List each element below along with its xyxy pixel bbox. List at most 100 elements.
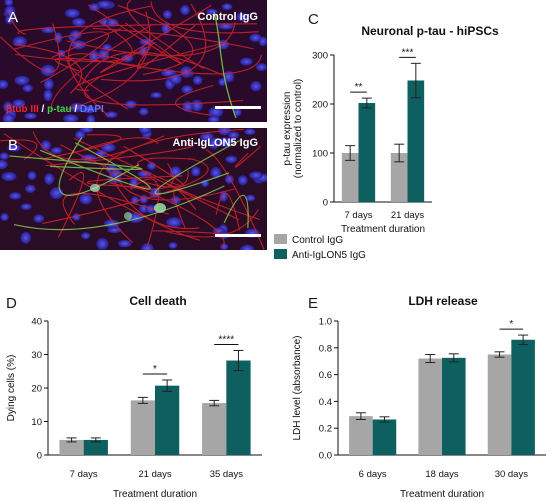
y-tick-label: 200: [312, 100, 328, 111]
neurite: [126, 0, 205, 70]
bar-anti-iglon5-igg: [511, 339, 535, 455]
x-tick-label: 30 days: [495, 469, 529, 480]
legend-label: Control IgG: [292, 235, 343, 246]
nucleus: [225, 155, 238, 164]
bar-control-igg: [418, 358, 442, 455]
nucleus: [168, 242, 178, 249]
micrograph-b: B Anti-IgLON5 IgG: [0, 128, 267, 250]
bar-control-igg: [390, 153, 408, 202]
nucleus: [43, 78, 54, 90]
nucleus: [63, 114, 79, 122]
nucleus: [5, 14, 14, 25]
x-tick-label: 21 days: [138, 469, 172, 480]
x-axis-label: Treatment duration: [341, 224, 425, 235]
nucleus: [245, 194, 256, 202]
neurite: [57, 172, 85, 238]
bar-anti-iglon5-igg: [226, 360, 251, 455]
nucleus: [107, 227, 122, 234]
neurite: [75, 43, 219, 91]
neurite: [74, 137, 185, 187]
bar-control-igg: [59, 439, 84, 455]
x-tick-label: 6 days: [359, 469, 387, 480]
nucleus: [169, 73, 182, 85]
nucleus: [4, 0, 14, 6]
nucleus: [103, 219, 120, 229]
stain-dapi: DAPI: [80, 104, 104, 115]
nucleus: [117, 239, 132, 248]
neurite: [66, 21, 236, 57]
nucleus: [33, 214, 45, 223]
chart-title: Neuronal p-tau - hiPSCs: [361, 24, 499, 38]
neurite: [117, 4, 194, 76]
y-axis-label-line: (normalized to control): [293, 79, 304, 178]
neurite: [42, 134, 122, 160]
chart-panel-c: C Neuronal p-tau - hiPSCs 0 100 200 300 p-tau …: [282, 11, 499, 235]
scale-bar: [215, 106, 261, 109]
neurite: [42, 157, 209, 225]
x-tick-label: 35 days: [210, 469, 244, 480]
neurite: [0, 139, 38, 161]
nucleus: [20, 231, 32, 244]
neurite: [83, 75, 244, 106]
legend-swatch: [274, 249, 287, 259]
stain-legend: βtub III / p-tau / DAPI: [6, 104, 104, 115]
y-tick-label: 300: [312, 51, 328, 62]
bar-anti-iglon5-igg: [442, 357, 466, 455]
nucleus: [20, 203, 32, 210]
neurite: [92, 27, 254, 50]
nucleus: [244, 128, 256, 135]
neurite: [205, 149, 265, 250]
neurite: [55, 57, 140, 72]
nucleus: [22, 84, 33, 93]
y-axis-label: LDH level (absorbance): [292, 335, 303, 440]
bar-control-igg: [341, 153, 359, 202]
y-tick-label: 0: [323, 198, 328, 209]
neurite: [67, 5, 153, 117]
y-tick-label: 0: [37, 451, 42, 462]
neurite: [62, 192, 169, 225]
panel-letter-b: B: [8, 137, 18, 154]
neurite: [100, 4, 212, 74]
nucleus: [138, 107, 149, 116]
y-tick-label: 1.0: [319, 317, 332, 328]
nucleus: [255, 63, 267, 72]
nucleus: [217, 128, 232, 136]
nucleus: [2, 113, 15, 122]
nucleus: [104, 111, 118, 118]
nucleus: [162, 10, 172, 19]
bar-anti-iglon5-igg: [155, 385, 180, 455]
chart-title: LDH release: [408, 294, 478, 308]
bar-anti-iglon5-igg: [358, 103, 376, 202]
panel-letter: E: [308, 295, 318, 312]
y-tick-label: 10: [31, 417, 42, 428]
bar-control-igg: [202, 403, 227, 455]
legend: Control IgG Anti-IgLON5 IgG: [274, 234, 366, 261]
nucleus: [181, 85, 193, 94]
nucleus: [236, 12, 248, 22]
micrograph-a-image: A Control IgG βtub III / p-tau / DAPI: [0, 0, 267, 122]
neurite: [101, 3, 207, 82]
significance-marker: ****: [219, 334, 235, 345]
nucleus: [79, 193, 93, 205]
nucleus: [44, 173, 54, 185]
bar-anti-iglon5-igg: [372, 419, 397, 455]
nucleus: [43, 89, 53, 102]
nucleus: [27, 171, 37, 181]
neurite: [50, 23, 154, 110]
neurite: [150, 1, 259, 34]
nucleus: [24, 112, 37, 120]
y-tick-label: 30: [31, 350, 42, 361]
nucleus: [237, 175, 248, 186]
y-tick-label: 0.0: [319, 451, 332, 462]
y-axis-label: Dying cells (%): [6, 355, 17, 422]
y-tick-label: 20: [31, 384, 42, 395]
nucleus: [25, 184, 36, 193]
nucleus: [12, 99, 26, 108]
nucleus: [240, 244, 255, 250]
nucleus: [14, 75, 30, 86]
y-tick-label: 0.2: [319, 424, 332, 435]
x-tick-label: 7 days: [70, 469, 98, 480]
ptau-neurite: [13, 185, 225, 231]
nucleus: [97, 0, 112, 9]
neurite: [86, 175, 183, 188]
